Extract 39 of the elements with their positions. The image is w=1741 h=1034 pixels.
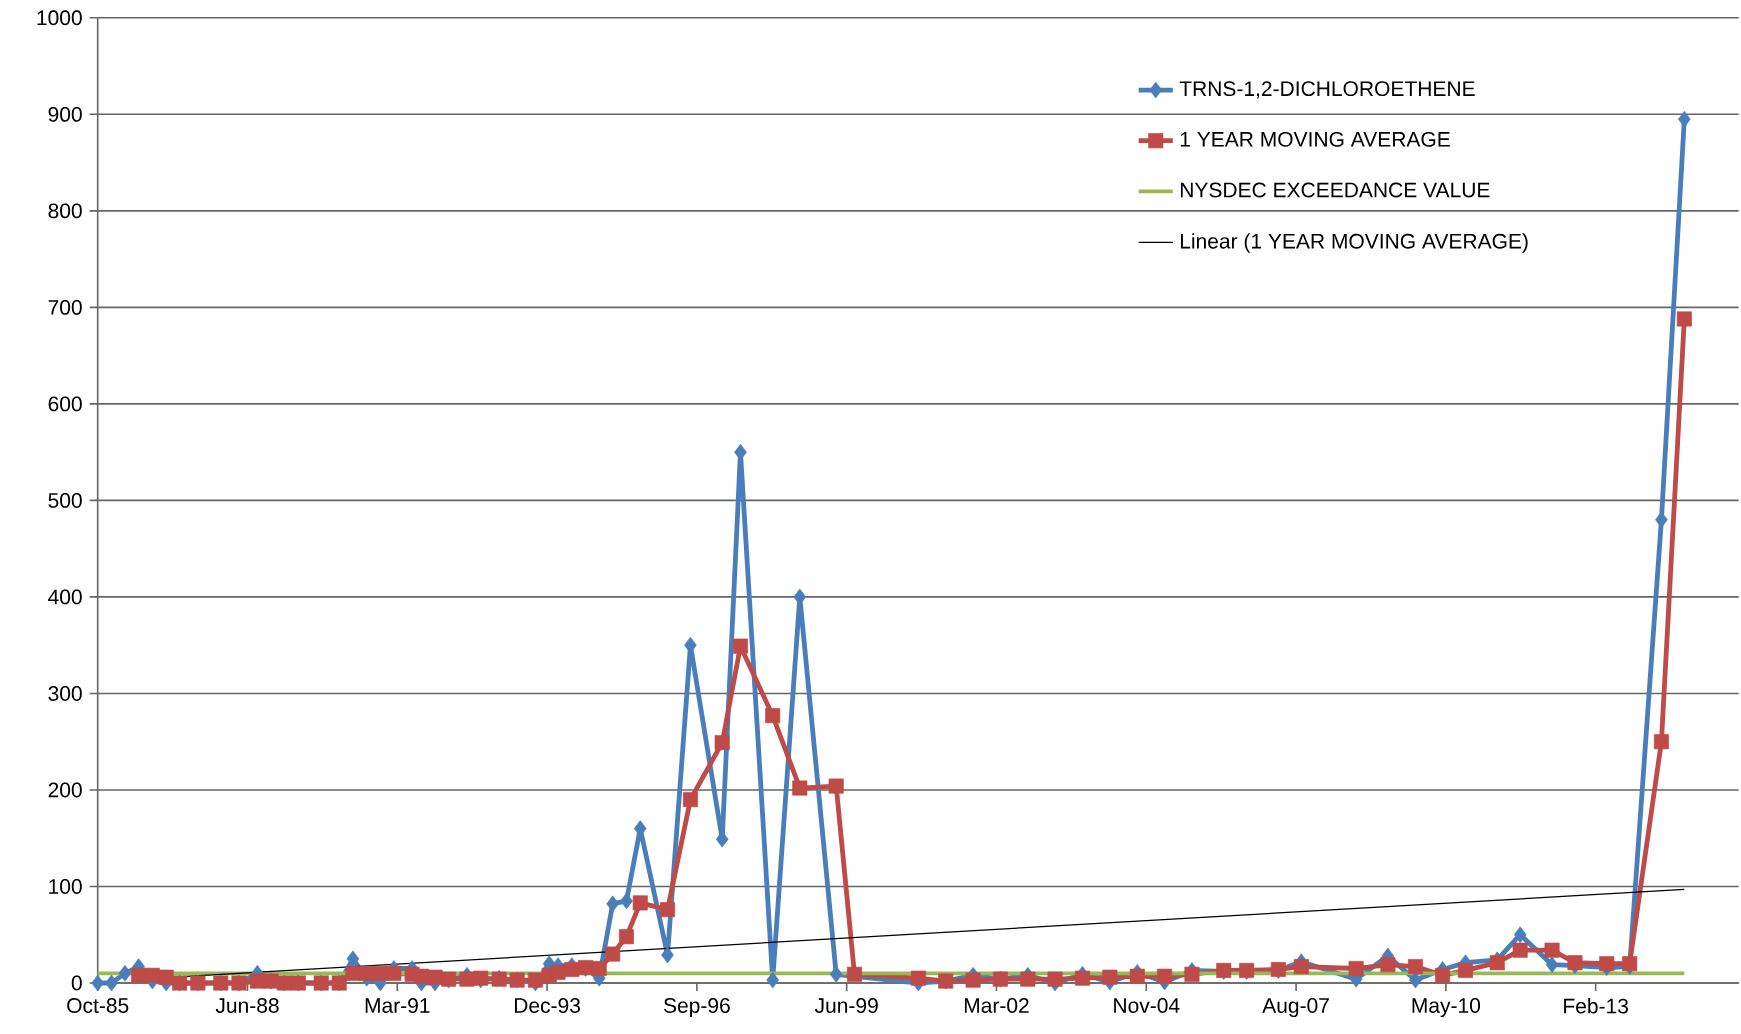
x-tick-label: Mar-02 [964, 998, 1029, 1013]
x-tick-label: Feb-13 [1564, 998, 1628, 1014]
x-tick-label: Nov-04 [1114, 998, 1180, 1013]
y-tick-label: 700 [48, 299, 82, 315]
x-tick-label: Oct-85 [67, 998, 129, 1013]
point [91, 974, 104, 992]
y-tick-label: 0 [71, 975, 82, 991]
point [1545, 956, 1559, 973]
x-tick-label: Jun-99 [814, 998, 878, 1013]
y-tick-label: 200 [48, 782, 82, 798]
y-tick-label: 300 [48, 686, 82, 701]
point [1513, 926, 1527, 944]
y-tick-label: 800 [48, 203, 82, 219]
point [661, 946, 674, 964]
x-tick-label: Mar-91 [365, 998, 430, 1013]
point [1655, 511, 1668, 528]
point [620, 892, 633, 910]
y-tick-label: 600 [48, 396, 82, 412]
y-tick-label: 1000 [37, 10, 82, 26]
point [606, 895, 619, 913]
y-tick-label: 400 [48, 589, 82, 605]
x-tick-label: Aug-07 [1262, 998, 1329, 1018]
x-tick-label: Jun-88 [215, 998, 279, 1013]
legend-label: NYSDEC EXCEEDANCE VALUE [1180, 182, 1490, 198]
point [118, 965, 132, 982]
y-tick-label: 900 [48, 106, 82, 122]
x-tick-label: May-10 [1412, 998, 1481, 1018]
point [346, 950, 360, 968]
point [829, 966, 843, 983]
point [1409, 971, 1422, 989]
x-tick-label: Sep-96 [663, 998, 730, 1018]
point [766, 971, 779, 989]
point [105, 974, 118, 992]
legend-label: Linear (1 YEAR MOVING AVERAGE) [1180, 233, 1528, 253]
y-tick-label: 500 [48, 492, 82, 508]
x-tick-label: Dec-93 [514, 998, 581, 1013]
legend-label: TRNS-1,2-DICHLOROETHENE [1179, 81, 1475, 99]
legend-label: 1 YEAR MOVING AVERAGE [1180, 131, 1450, 147]
y-tick-label: 100 [49, 879, 82, 894]
